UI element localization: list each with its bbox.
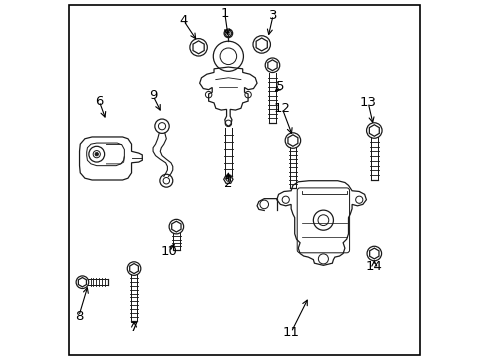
Circle shape — [95, 152, 99, 156]
Text: 3: 3 — [268, 9, 277, 22]
Text: 1: 1 — [220, 7, 228, 20]
Text: 11: 11 — [282, 326, 299, 339]
Text: 2: 2 — [224, 177, 232, 190]
Text: 12: 12 — [273, 102, 290, 115]
Text: 4: 4 — [179, 14, 187, 27]
Text: 7: 7 — [129, 320, 138, 333]
Text: 10: 10 — [161, 245, 177, 258]
Text: 14: 14 — [365, 260, 382, 273]
Text: 6: 6 — [95, 95, 103, 108]
Text: 8: 8 — [75, 310, 83, 323]
Text: 5: 5 — [276, 80, 284, 93]
Text: 9: 9 — [148, 89, 157, 102]
Text: 13: 13 — [359, 96, 376, 109]
